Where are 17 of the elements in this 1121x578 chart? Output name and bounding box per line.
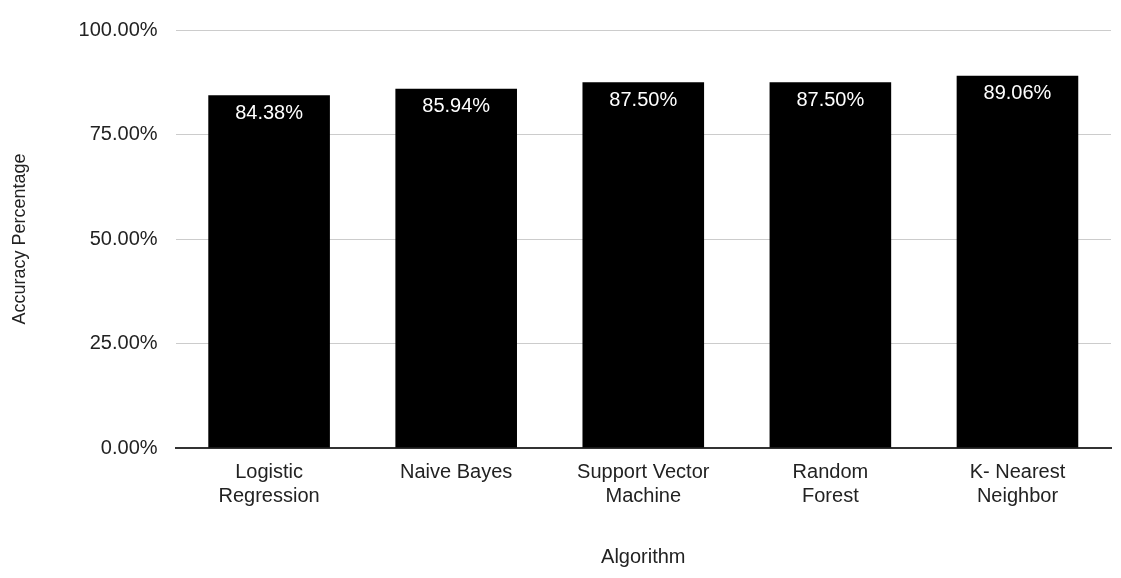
y-tick-label: 0.00% [100,435,158,458]
y-tick-label: 100.00% [78,17,158,40]
data-label: 89.06% [983,81,1052,104]
x-tick-label: Logistic Regression [218,459,320,506]
x-axis-title: Algorithm [601,544,686,567]
data-label: 87.50% [609,87,678,110]
data-label: 87.50% [796,87,865,110]
y-tick-label: 25.00% [89,331,158,354]
data-label: 84.38% [235,100,304,123]
data-label: 85.94% [422,94,491,117]
x-tick-label: Naive Bayes [400,459,513,482]
x-tick-label: Support Vector Machine [577,459,710,506]
x-tick-label: K- Nearest Neighbor [969,459,1066,506]
y-tick-label: 75.00% [89,122,158,145]
y-axis-title: Accuracy Percentage [8,153,29,325]
x-tick-label: Random Forest [792,459,869,506]
y-tick-label: 50.00% [89,226,158,249]
